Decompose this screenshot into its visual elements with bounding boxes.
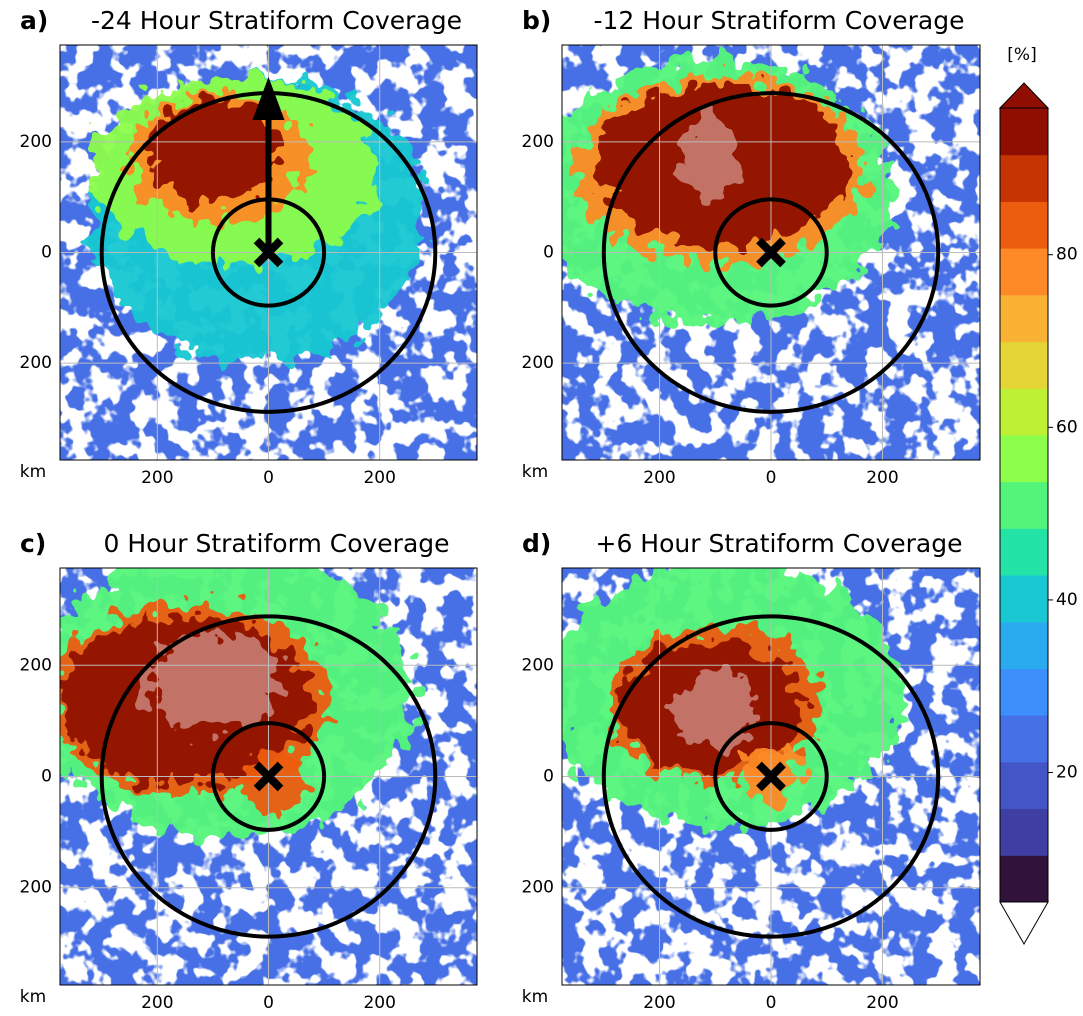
y-tick-label: 200	[20, 132, 52, 152]
colorbar-frame	[999, 107, 1049, 903]
colorbar-bin	[1000, 715, 1048, 763]
colorbar-bin	[1000, 761, 1048, 810]
ring	[601, 614, 941, 939]
colorbar-bin	[1000, 388, 1048, 436]
colorbar-label: [%]	[1007, 45, 1036, 65]
panel-title: 0 Hour Stratiform Coverage	[103, 529, 449, 558]
x-tick-label: 200	[141, 468, 173, 488]
x-axis-label: km	[522, 987, 548, 1007]
x-tick-label: 200	[866, 993, 898, 1012]
field-blobs	[562, 58, 894, 325]
plot-frame	[59, 567, 478, 986]
y-tick-label: 200	[20, 655, 52, 675]
x-tick-label: 200	[141, 993, 173, 1012]
panel-label: b)	[522, 6, 551, 35]
colorbar-bin	[1000, 575, 1048, 623]
colorbar-tick-label: 40	[1056, 590, 1078, 610]
colorbar-bin	[1000, 434, 1048, 483]
colorbar-bin	[1000, 481, 1048, 529]
field-blob	[673, 670, 758, 749]
ring	[713, 197, 829, 308]
field-blob	[146, 631, 280, 733]
colorbar-bin	[1000, 528, 1048, 576]
colorbar-bin	[1000, 668, 1048, 716]
x-tick-label: 0	[766, 468, 777, 488]
panel-title: -12 Hour Stratiform Coverage	[594, 6, 965, 35]
field-blobs	[60, 568, 414, 838]
colorbar-extend-bottom	[999, 901, 1049, 946]
colorbar-bin	[1000, 108, 1048, 156]
plot-frame	[59, 44, 478, 461]
x-tick-label: 200	[643, 468, 675, 488]
panel-title: -24 Hour Stratiform Coverage	[91, 6, 462, 35]
colorbar-tick-label: 60	[1056, 417, 1078, 437]
x-tick-label: 200	[363, 993, 395, 1012]
center-marker	[756, 761, 786, 792]
ring	[210, 721, 327, 832]
x-axis-label: km	[20, 987, 46, 1007]
colorbar-bin	[1000, 621, 1048, 669]
y-tick-label: 200	[522, 878, 554, 898]
y-tick-label: 200	[20, 353, 52, 373]
panel-label: c)	[20, 529, 46, 558]
x-tick-label: 200	[643, 993, 675, 1012]
x-tick-label: 0	[766, 993, 777, 1012]
colorbar-bin	[1000, 341, 1048, 389]
y-tick-label: 0	[41, 243, 52, 263]
x-axis-label: km	[20, 462, 46, 482]
x-tick-label: 0	[263, 993, 274, 1012]
plot-frame	[561, 567, 981, 986]
colorbar-bin	[1000, 808, 1048, 856]
ring	[601, 91, 941, 414]
x-tick-label: 200	[866, 468, 898, 488]
plot-frame	[561, 44, 981, 461]
panel-label: d)	[522, 529, 551, 558]
center-marker	[253, 761, 284, 792]
panel-title: +6 Hour Stratiform Coverage	[596, 529, 963, 558]
colorbar-tick-label: 80	[1056, 245, 1078, 265]
y-tick-label: 0	[41, 767, 52, 787]
y-tick-label: 0	[543, 767, 554, 787]
x-tick-label: 0	[263, 468, 274, 488]
center-marker	[756, 237, 786, 268]
colorbar-bin	[1000, 201, 1048, 249]
colorbar-bin	[1000, 248, 1048, 296]
y-tick-label: 0	[543, 243, 554, 263]
x-axis-label: km	[522, 462, 548, 482]
x-tick-label: 200	[363, 468, 395, 488]
y-tick-label: 200	[522, 353, 554, 373]
y-tick-label: 200	[522, 132, 554, 152]
colorbar-extend-top	[998, 82, 1050, 109]
colorbar-bin	[1000, 855, 1048, 903]
ring	[713, 721, 829, 832]
colorbar-tick-label: 20	[1056, 763, 1078, 783]
motion-arrowhead	[252, 77, 285, 120]
field-blob	[679, 116, 741, 200]
field-blob	[146, 100, 280, 200]
y-tick-label: 200	[522, 655, 554, 675]
field-blobs	[562, 568, 905, 827]
panel-label: a)	[20, 6, 48, 35]
ring	[99, 614, 438, 939]
y-tick-label: 200	[20, 878, 52, 898]
colorbar-bin	[1000, 154, 1048, 202]
colorbar-bin	[1000, 294, 1048, 343]
